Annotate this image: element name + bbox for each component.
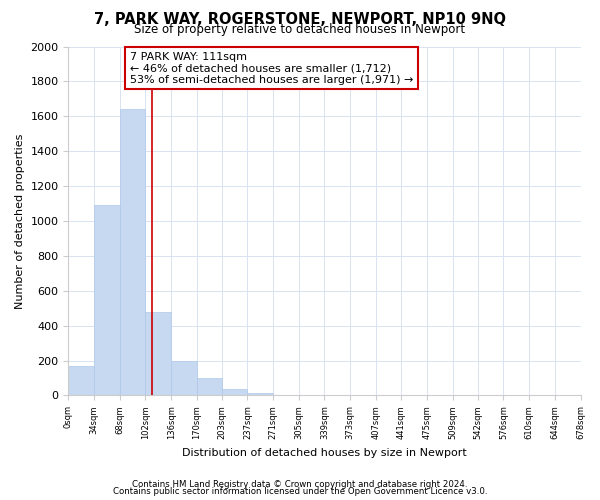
Bar <box>120 110 145 396</box>
Text: Size of property relative to detached houses in Newport: Size of property relative to detached ho… <box>134 22 466 36</box>
Text: Contains HM Land Registry data © Crown copyright and database right 2024.: Contains HM Land Registry data © Crown c… <box>132 480 468 489</box>
Bar <box>222 390 247 396</box>
X-axis label: Distribution of detached houses by size in Newport: Distribution of detached houses by size … <box>182 448 467 458</box>
Bar <box>197 378 222 396</box>
Bar <box>94 206 120 396</box>
Text: 7, PARK WAY, ROGERSTONE, NEWPORT, NP10 9NQ: 7, PARK WAY, ROGERSTONE, NEWPORT, NP10 9… <box>94 12 506 28</box>
Text: 7 PARK WAY: 111sqm
← 46% of detached houses are smaller (1,712)
53% of semi-deta: 7 PARK WAY: 111sqm ← 46% of detached hou… <box>130 52 413 85</box>
Bar <box>68 366 94 396</box>
Text: Contains public sector information licensed under the Open Government Licence v3: Contains public sector information licen… <box>113 487 487 496</box>
Bar <box>247 393 273 396</box>
Y-axis label: Number of detached properties: Number of detached properties <box>15 134 25 308</box>
Bar <box>171 360 197 396</box>
Bar <box>145 312 171 396</box>
